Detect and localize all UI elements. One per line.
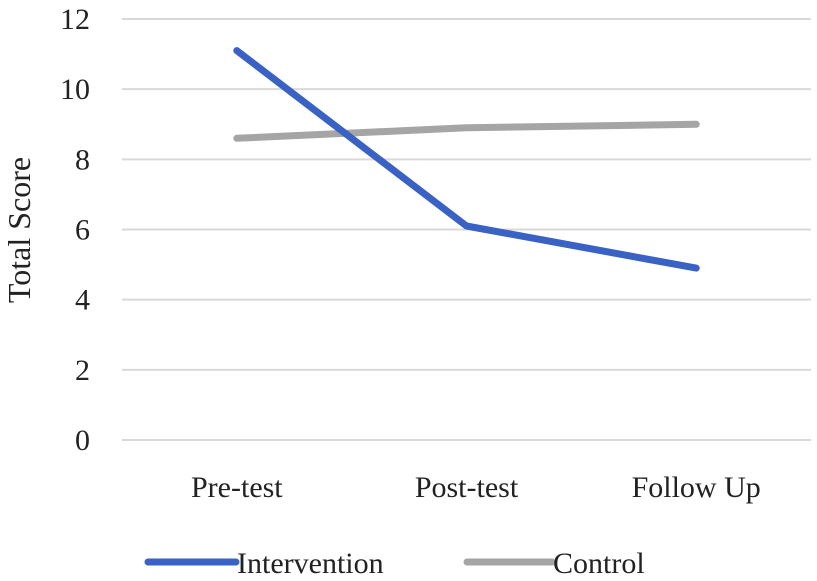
y-tick-label: 0 (75, 424, 90, 457)
y-axis-title: Total Score (1, 157, 37, 303)
x-tick-label: Post-test (415, 471, 519, 504)
x-tick-label: Follow Up (632, 471, 761, 504)
x-axis-tick-labels: Pre-test Post-test Follow Up (191, 471, 761, 504)
y-tick-label: 10 (60, 73, 90, 106)
legend-label: Intervention (237, 547, 384, 580)
x-tick-label: Pre-test (191, 471, 283, 504)
y-tick-label: 12 (60, 3, 90, 36)
y-tick-label: 4 (75, 284, 90, 317)
y-tick-label: 2 (75, 354, 90, 387)
series-line-intervention (233, 47, 700, 272)
legend-item-intervention: Intervention (144, 547, 384, 580)
y-tick-label: 6 (75, 214, 90, 247)
legend-label: Control (553, 547, 645, 580)
legend-item-control: Control (463, 547, 645, 580)
legend: Intervention Control (144, 547, 645, 580)
y-tick-label: 8 (75, 143, 90, 176)
gridlines (122, 18, 811, 441)
series-line-control (233, 120, 700, 142)
y-axis-tick-labels: 0 2 4 6 8 10 12 (60, 3, 90, 457)
series-lines (233, 47, 700, 272)
